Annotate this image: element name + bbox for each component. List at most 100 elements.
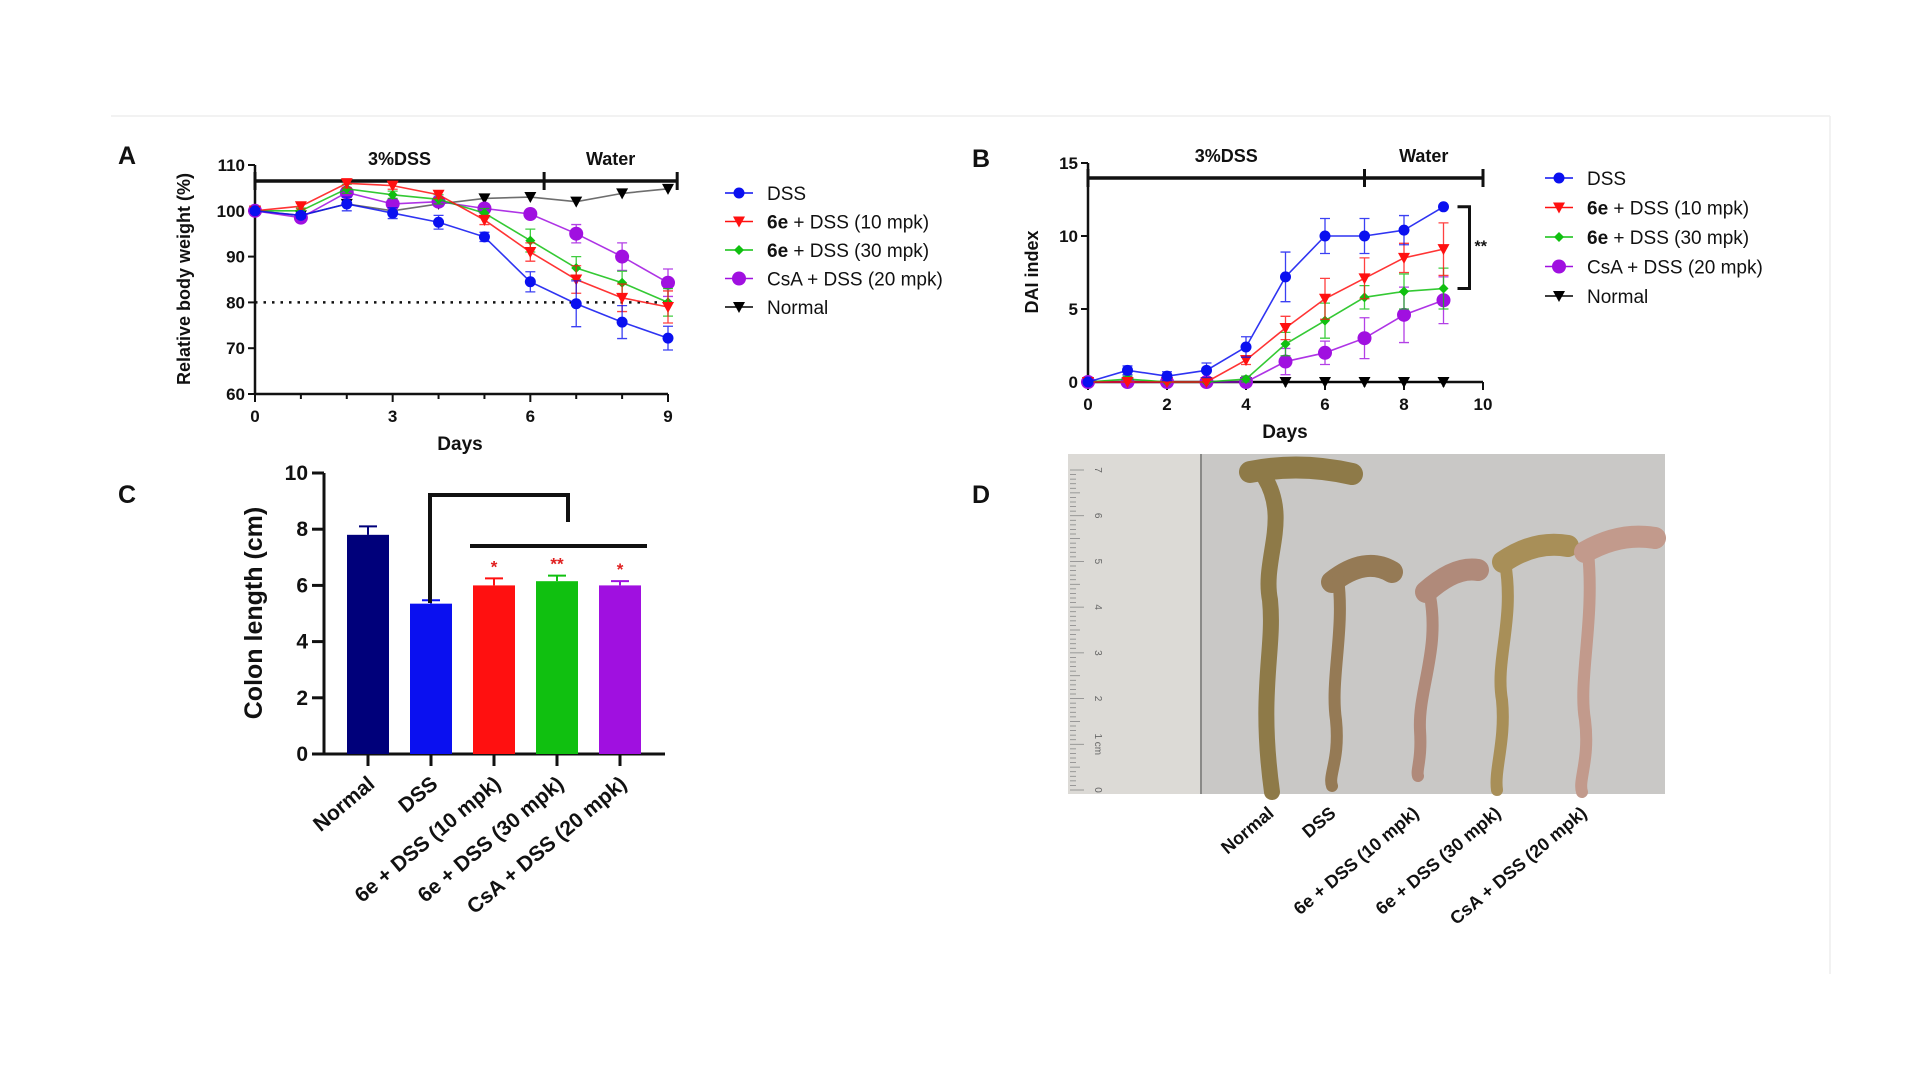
marker-circle — [1397, 307, 1411, 322]
colon-specimen — [1411, 558, 1489, 782]
marker-circle — [1357, 331, 1372, 346]
marker-triangle-down — [1240, 355, 1252, 367]
marker-triangle-down — [1279, 377, 1292, 388]
bar — [536, 581, 578, 754]
marker-circle — [1552, 259, 1566, 274]
marker-triangle-down — [524, 192, 537, 204]
legend-label: Normal — [1587, 287, 1648, 308]
ruler-label: 0 — [1092, 787, 1103, 793]
ruler-label: 1 cm — [1092, 733, 1103, 755]
marker-triangle-down — [616, 292, 629, 304]
y-tick-label: 10 — [285, 462, 308, 485]
x-tick-label: 3 — [388, 407, 397, 426]
panel-label-b: B — [972, 145, 990, 173]
series-line — [254, 182, 669, 308]
x-tick-label: 4 — [1241, 395, 1251, 414]
panel-label-c: C — [118, 481, 136, 509]
marker-triangle-down — [1553, 291, 1565, 302]
significance-label: ** — [1475, 239, 1488, 256]
colon-specimen — [1239, 456, 1363, 800]
marker-circle — [1359, 230, 1370, 242]
y-tick-label: 15 — [1059, 154, 1078, 173]
panel-a-body-weight-chart: 60 70 80 90 100 110 0 3 6 9 Days Relative body weig… — [174, 149, 943, 455]
panel-label-d: D — [972, 481, 990, 509]
marker-circle — [1319, 230, 1331, 242]
legend-item: Normal — [1545, 287, 1648, 308]
x-axis-label: Days — [1262, 422, 1307, 443]
significance-star: ** — [550, 555, 564, 574]
bar — [599, 585, 641, 754]
marker-triangle-down — [1319, 377, 1331, 388]
marker-triangle-down — [340, 178, 353, 190]
series-line — [1088, 248, 1444, 383]
colon-body — [1411, 590, 1439, 782]
marker-circle — [1201, 364, 1212, 376]
marker-triangle-down — [1398, 252, 1410, 264]
x-tick-label: 0 — [1083, 395, 1092, 414]
legend-item: 6e + DSS (30 mpk) — [725, 241, 929, 262]
colon-body — [1325, 572, 1346, 792]
marker-triangle-down — [478, 214, 491, 226]
y-tick-label: 60 — [226, 385, 245, 404]
x-tick-label: 6 — [1320, 395, 1329, 414]
legend-label: DSS — [767, 184, 806, 205]
marker-triangle-down — [1358, 273, 1371, 285]
bar — [347, 534, 389, 754]
marker-circle — [1161, 370, 1173, 382]
series-Normal — [249, 183, 674, 222]
marker-circle — [615, 249, 630, 264]
y-tick-label: 80 — [226, 293, 245, 312]
marker-triangle-down — [616, 188, 629, 200]
colon-body — [1490, 556, 1514, 796]
legend-item: CsA + DSS (20 mpk) — [725, 270, 943, 291]
ruler-label: 5 — [1092, 559, 1103, 565]
legend-item: 6e + DSS (30 mpk) — [1545, 228, 1749, 249]
colon-specimens — [1239, 456, 1666, 800]
marker-diamond — [617, 277, 628, 288]
y-axis-label: Relative body weight (%) — [174, 173, 194, 385]
series-DSS — [1082, 201, 1449, 388]
marker-triangle-down — [524, 247, 537, 259]
series-line — [1087, 206, 1444, 383]
photo-label: Normal — [1217, 803, 1277, 858]
marker-circle — [387, 207, 399, 219]
ruler-label: 2 — [1092, 696, 1103, 702]
marker-circle — [523, 207, 538, 222]
series-line — [255, 187, 669, 304]
ruler-label: 3 — [1092, 650, 1103, 656]
series-line — [254, 191, 669, 284]
marker-triangle-down — [294, 201, 307, 213]
y-tick-label: 70 — [226, 339, 245, 358]
colon-proximal — [1239, 456, 1363, 485]
marker-triangle-down — [570, 274, 583, 286]
legend-item: CsA + DSS (20 mpk) — [1545, 258, 1763, 279]
marker-circle — [733, 187, 745, 199]
legend-label: 6e + DSS (10 mpk) — [767, 213, 929, 234]
marker-circle — [662, 332, 674, 344]
marker-triangle-down — [1358, 377, 1371, 388]
marker-circle — [341, 198, 353, 210]
y-axis-label: DAI index — [1022, 230, 1042, 313]
legend-label: CsA + DSS (20 mpk) — [1587, 258, 1763, 279]
series-6e10 — [249, 178, 674, 324]
marker-triangle-down — [478, 193, 491, 205]
x-tick-label: 9 — [663, 407, 672, 426]
marker-triangle-down — [733, 216, 745, 228]
marker-triangle-down — [1553, 202, 1565, 214]
marker-circle — [1240, 341, 1252, 353]
y-tick-label: 8 — [296, 518, 308, 541]
marker-circle — [570, 298, 582, 310]
y-tick-label: 0 — [1069, 373, 1078, 392]
panel-label-a: A — [118, 142, 136, 170]
error-bar — [548, 574, 566, 582]
y-tick-label: 90 — [226, 248, 245, 267]
marker-circle — [1122, 364, 1133, 376]
legend-item: 6e + DSS (10 mpk) — [1545, 199, 1749, 220]
marker-circle — [1280, 271, 1291, 283]
significance-star: * — [491, 557, 498, 576]
y-tick-label: 5 — [1069, 300, 1078, 319]
marker-circle — [1082, 376, 1094, 388]
